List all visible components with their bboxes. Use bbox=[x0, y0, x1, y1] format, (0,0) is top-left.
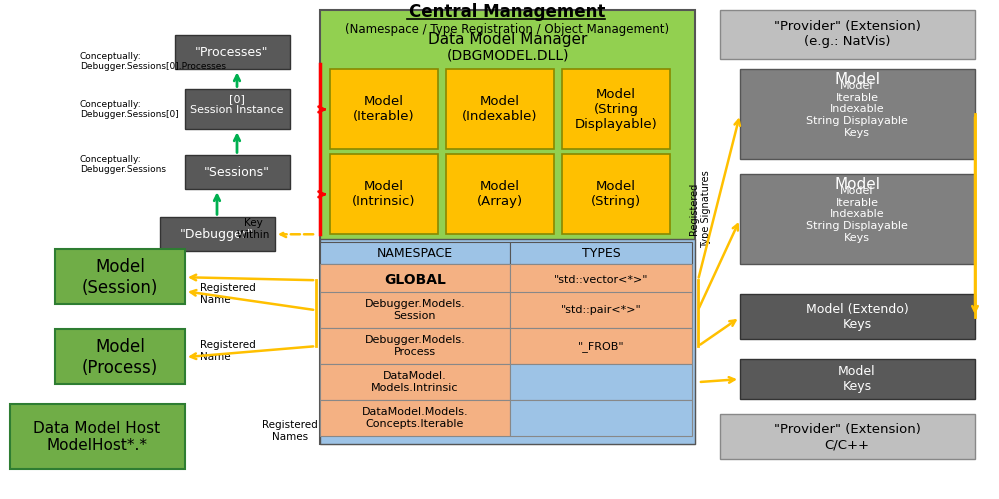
Bar bbox=[720, 414, 975, 459]
Bar bbox=[160, 217, 275, 251]
Bar bbox=[510, 364, 692, 400]
Text: "std::pair<*>": "std::pair<*>" bbox=[560, 305, 641, 315]
Text: Registered
Name: Registered Name bbox=[200, 283, 256, 305]
Bar bbox=[720, 9, 975, 59]
Text: Registered
Type Signatures: Registered Type Signatures bbox=[689, 171, 711, 248]
Text: "Provider" (Extension)
(e.g.: NatVis): "Provider" (Extension) (e.g.: NatVis) bbox=[773, 20, 920, 48]
Bar bbox=[320, 400, 510, 436]
Text: Model
(Session): Model (Session) bbox=[82, 258, 158, 296]
Bar bbox=[320, 264, 510, 296]
Bar bbox=[330, 154, 438, 235]
Bar bbox=[55, 250, 185, 304]
Bar bbox=[185, 89, 290, 129]
Bar bbox=[320, 240, 695, 444]
Text: (Namespace / Type Registration / Object Management): (Namespace / Type Registration / Object … bbox=[345, 23, 669, 36]
Text: [0]
Session Instance: [0] Session Instance bbox=[190, 94, 284, 115]
Bar bbox=[320, 243, 510, 264]
Text: Model
Keys: Model Keys bbox=[838, 365, 876, 393]
Bar bbox=[740, 294, 975, 339]
Bar bbox=[562, 154, 670, 235]
Bar bbox=[510, 243, 692, 264]
Bar bbox=[320, 9, 695, 444]
Text: Model
(Intrinsic): Model (Intrinsic) bbox=[353, 180, 416, 208]
Text: Conceptually:
Debugger.Sessions[0].Processes: Conceptually: Debugger.Sessions[0].Proce… bbox=[80, 52, 226, 71]
Text: "Debugger": "Debugger" bbox=[180, 228, 254, 241]
Text: (DBGMODEL.DLL): (DBGMODEL.DLL) bbox=[447, 48, 568, 62]
Bar bbox=[510, 292, 692, 328]
Text: Key
Within: Key Within bbox=[237, 219, 270, 240]
Text: Model
(Iterable): Model (Iterable) bbox=[354, 95, 415, 123]
Text: Model: Model bbox=[834, 72, 880, 87]
Text: Model
(Indexable): Model (Indexable) bbox=[463, 95, 537, 123]
Bar bbox=[10, 404, 185, 469]
Text: Conceptually:
Debugger.Sessions[0]: Conceptually: Debugger.Sessions[0] bbox=[80, 100, 179, 119]
Bar bbox=[740, 69, 975, 159]
Text: "std::vector<*>": "std::vector<*>" bbox=[553, 275, 648, 285]
Text: Registered
Names: Registered Names bbox=[262, 420, 318, 442]
Bar bbox=[510, 328, 692, 364]
Text: "Sessions": "Sessions" bbox=[204, 166, 270, 179]
Bar bbox=[175, 35, 290, 69]
Bar bbox=[446, 69, 554, 149]
Text: Model (Extendo)
Keys: Model (Extendo) Keys bbox=[805, 303, 908, 331]
Bar bbox=[320, 364, 510, 400]
Text: Conceptually:
Debugger.Sessions: Conceptually: Debugger.Sessions bbox=[80, 155, 166, 174]
Bar bbox=[185, 155, 290, 189]
Text: "_FROB": "_FROB" bbox=[577, 341, 624, 352]
Text: Debugger.Models.
Session: Debugger.Models. Session bbox=[365, 299, 466, 321]
Bar bbox=[446, 154, 554, 235]
Text: Registered
Name: Registered Name bbox=[200, 340, 256, 362]
Text: Model
Iterable
Indexable
String Displayable
Keys: Model Iterable Indexable String Displaya… bbox=[806, 81, 908, 138]
Text: "Processes": "Processes" bbox=[195, 46, 269, 59]
Text: Model
Iterable
Indexable
String Displayable
Keys: Model Iterable Indexable String Displaya… bbox=[806, 186, 908, 243]
Text: Data Model Host
ModelHost*.*: Data Model Host ModelHost*.* bbox=[33, 421, 161, 453]
Text: TYPES: TYPES bbox=[581, 247, 620, 260]
Bar bbox=[562, 69, 670, 149]
Text: Debugger.Models.
Process: Debugger.Models. Process bbox=[365, 335, 466, 357]
Text: "Provider" (Extension)
C/C++: "Provider" (Extension) C/C++ bbox=[773, 423, 920, 451]
Bar bbox=[55, 329, 185, 384]
Bar bbox=[510, 264, 692, 296]
Bar bbox=[740, 174, 975, 264]
Text: Model
(Process): Model (Process) bbox=[82, 338, 158, 377]
Text: Model: Model bbox=[834, 177, 880, 192]
Text: Central Management: Central Management bbox=[409, 2, 605, 20]
Text: Data Model Manager: Data Model Manager bbox=[428, 32, 587, 47]
Bar bbox=[510, 400, 692, 436]
Bar bbox=[320, 328, 510, 364]
Bar bbox=[330, 69, 438, 149]
Text: DataModel.Models.
Concepts.Iterable: DataModel.Models. Concepts.Iterable bbox=[362, 407, 469, 429]
Bar bbox=[740, 359, 975, 399]
Text: NAMESPACE: NAMESPACE bbox=[377, 247, 454, 260]
Text: DataModel.
Models.Intrinsic: DataModel. Models.Intrinsic bbox=[372, 371, 459, 393]
Text: Model
(String
Displayable): Model (String Displayable) bbox=[574, 88, 657, 131]
Bar bbox=[320, 292, 510, 328]
Text: Model
(Array): Model (Array) bbox=[477, 180, 523, 208]
Text: GLOBAL: GLOBAL bbox=[384, 273, 446, 287]
Text: Model
(String): Model (String) bbox=[591, 180, 641, 208]
